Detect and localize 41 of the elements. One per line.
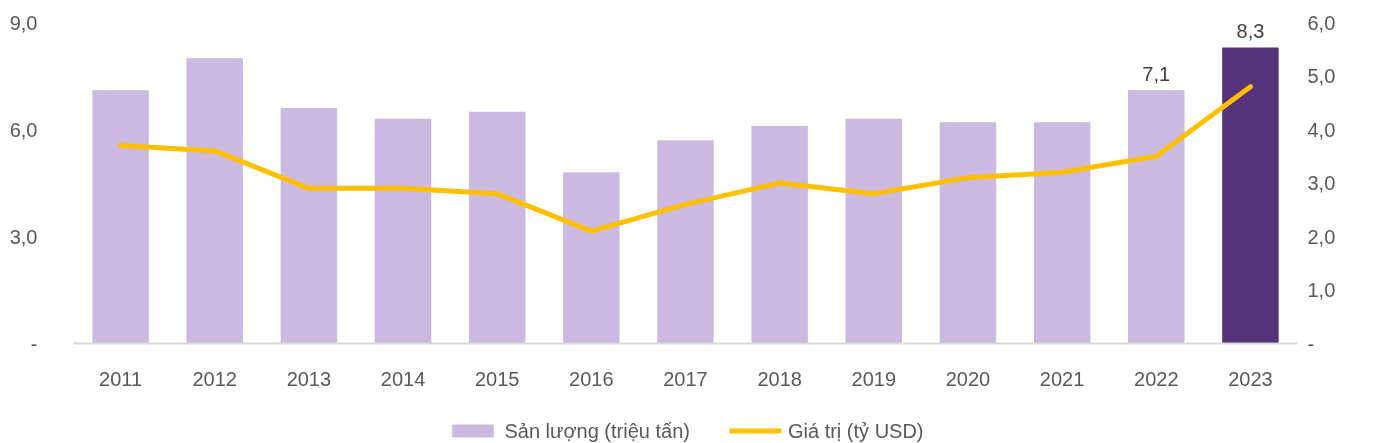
x-tick-label: 2015 bbox=[474, 367, 520, 390]
y2-tick-label: 5,0 bbox=[1307, 65, 1336, 87]
x-tick-label: 2020 bbox=[945, 367, 991, 390]
bar bbox=[939, 122, 997, 344]
y-tick-label: 6,0 bbox=[9, 118, 38, 141]
y-tick-label: - bbox=[30, 332, 38, 355]
y2-tick-label: 3,0 bbox=[1307, 172, 1336, 194]
x-tick-label: 2014 bbox=[380, 367, 426, 390]
y2-tick-label: - bbox=[1307, 332, 1315, 355]
bar bbox=[280, 108, 338, 344]
bar bbox=[1033, 122, 1091, 344]
bar bbox=[1128, 90, 1185, 344]
data-label: 8,3 bbox=[1236, 20, 1265, 43]
bar bbox=[845, 118, 903, 344]
x-tick-label: 2018 bbox=[757, 367, 802, 390]
x-tick-label: 2023 bbox=[1228, 367, 1273, 390]
bar bbox=[657, 140, 714, 344]
y2-tick-label: 1,0 bbox=[1307, 279, 1336, 301]
bar bbox=[468, 111, 526, 344]
x-tick-label: 2019 bbox=[851, 367, 897, 390]
bar bbox=[186, 58, 243, 344]
y-tick-label: 3,0 bbox=[9, 225, 38, 248]
x-tick-label: 2016 bbox=[569, 367, 614, 390]
x-tick-label: 2013 bbox=[286, 367, 332, 390]
x-tick-label: 2017 bbox=[663, 367, 708, 390]
x-tick-label: 2022 bbox=[1134, 367, 1179, 390]
bar bbox=[374, 118, 432, 344]
bar bbox=[563, 172, 620, 344]
x-tick-label: 2012 bbox=[192, 367, 237, 390]
bar bbox=[92, 90, 149, 344]
bar bbox=[1222, 47, 1279, 344]
bar bbox=[751, 125, 808, 344]
y2-tick-label: 4,0 bbox=[1307, 118, 1336, 141]
y-tick-label: 9,0 bbox=[9, 11, 38, 34]
x-tick-label: 2021 bbox=[1039, 367, 1085, 390]
y2-tick-label: 2,0 bbox=[1307, 225, 1336, 248]
legend-label: Giá trị (tỷ USD) bbox=[787, 419, 924, 442]
legend-label: Sản lượng (triệu tấn) bbox=[504, 419, 690, 442]
y2-tick-label: 6,0 bbox=[1307, 11, 1336, 34]
x-tick-label: 2011 bbox=[99, 367, 143, 390]
data-label: 7,1 bbox=[1142, 63, 1171, 86]
